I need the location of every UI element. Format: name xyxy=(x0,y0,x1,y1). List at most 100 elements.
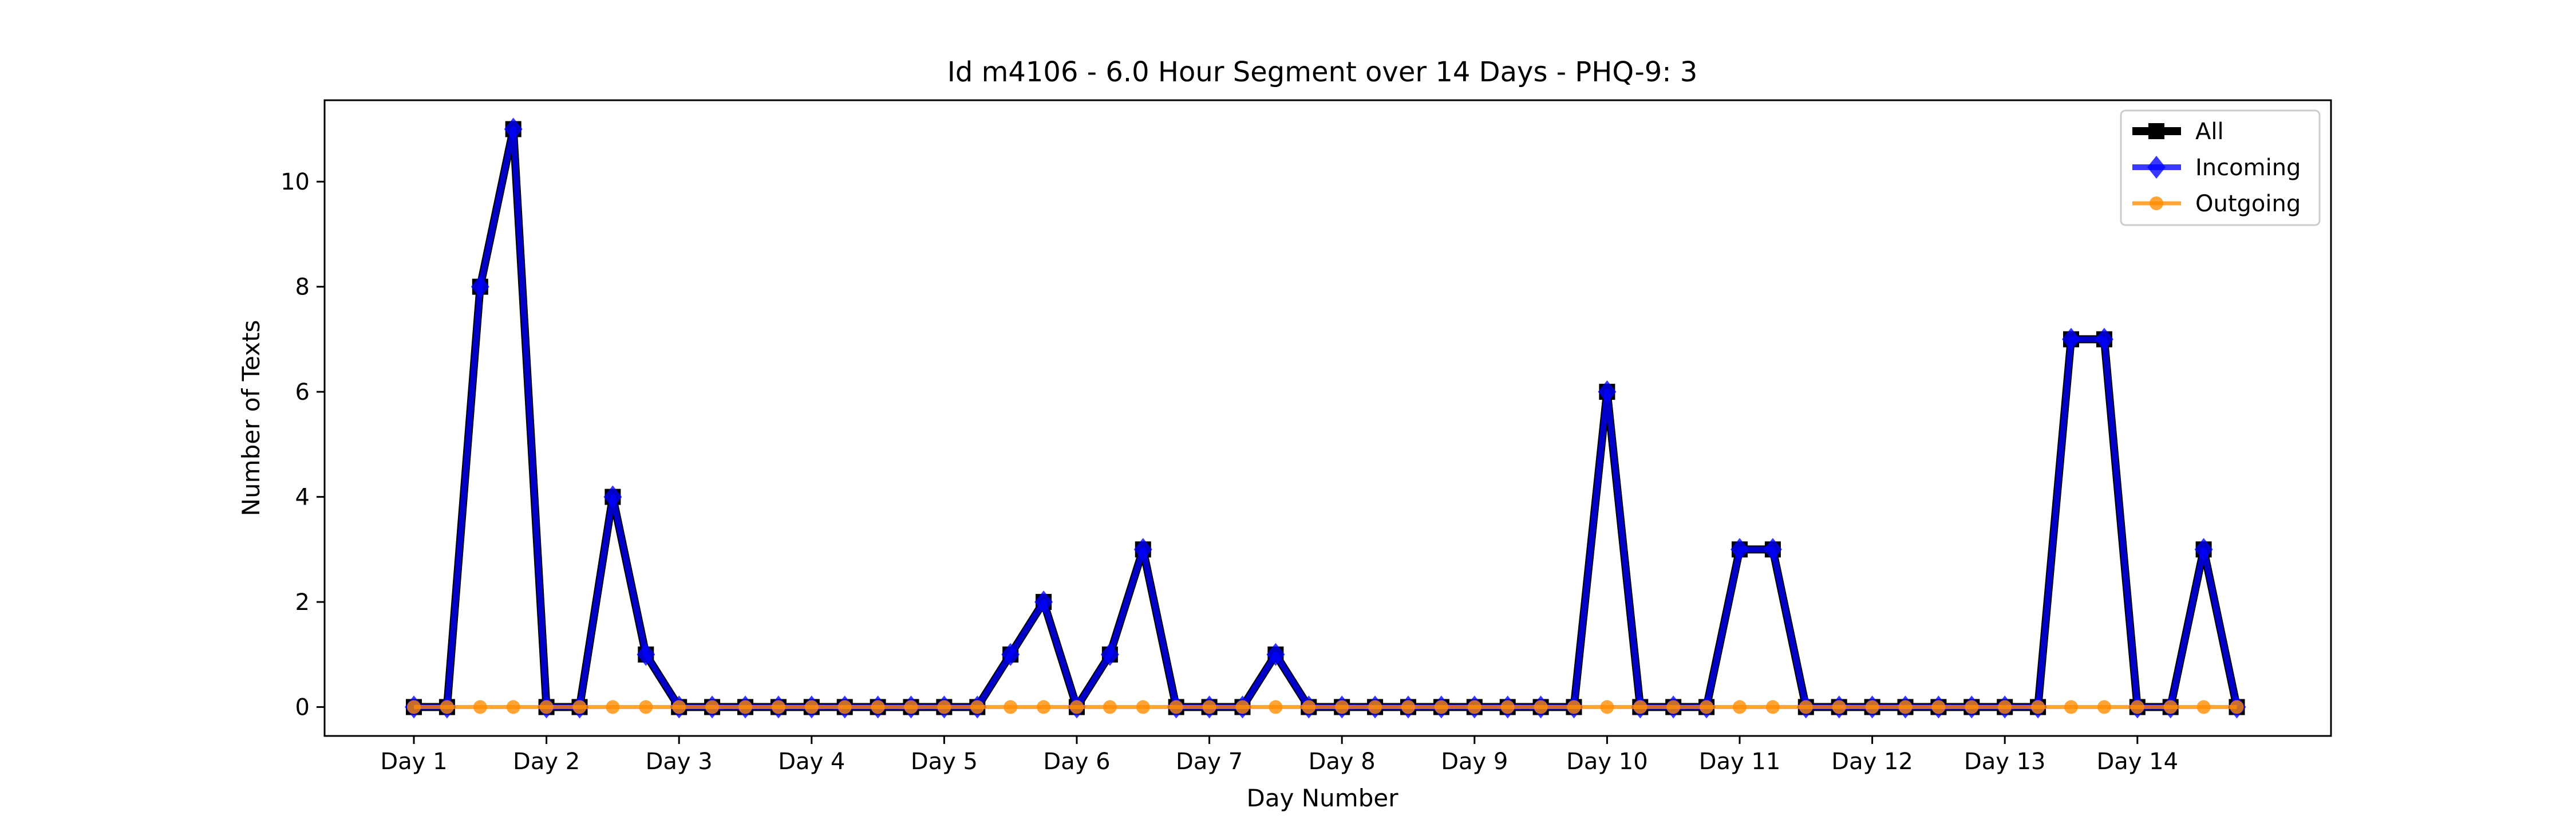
data-point-outgoing xyxy=(1534,700,1548,714)
data-point-outgoing xyxy=(2196,700,2211,714)
data-point-incoming xyxy=(1763,538,1782,561)
data-point-outgoing xyxy=(2064,700,2078,714)
data-point-outgoing xyxy=(705,700,720,714)
data-point-incoming xyxy=(1100,643,1119,666)
data-point-outgoing xyxy=(1169,700,1183,714)
data-point-incoming xyxy=(2095,328,2113,351)
data-point-outgoing xyxy=(2097,700,2111,714)
data-point-outgoing xyxy=(1799,700,1813,714)
y-tick-label: 4 xyxy=(295,485,310,511)
series-outgoing xyxy=(407,700,2244,714)
legend-frame xyxy=(2120,109,2321,226)
data-point-outgoing xyxy=(606,700,620,714)
data-point-outgoing xyxy=(1003,700,1018,714)
data-point-outgoing xyxy=(1600,700,1614,714)
data-point-incoming xyxy=(471,275,489,298)
series-layer xyxy=(405,117,2246,719)
chart-title: Id m4106 - 6.0 Hour Segment over 14 Days… xyxy=(947,56,1698,88)
data-point-outgoing xyxy=(970,700,985,714)
data-point-outgoing xyxy=(1733,700,1747,714)
legend: All Incoming Outgoing xyxy=(2120,109,2321,226)
data-point-incoming xyxy=(2062,328,2080,351)
x-axis: Day 1 Day 2 Day 3 Day 4 Day 5 Day 6 Day 7 Day 8… xyxy=(380,736,2178,775)
data-point-outgoing xyxy=(1666,700,1681,714)
data-point-outgoing xyxy=(539,700,554,714)
data-point-incoming xyxy=(2194,538,2213,561)
x-tick-label: Day 11 xyxy=(1699,749,1781,775)
data-point-outgoing xyxy=(2163,700,2178,714)
data-point-outgoing xyxy=(1700,700,1714,714)
data-point-outgoing xyxy=(1269,700,1283,714)
x-tick-label: Day 9 xyxy=(1441,749,1508,775)
data-point-outgoing xyxy=(1567,700,1581,714)
data-point-outgoing xyxy=(1765,700,1780,714)
y-tick-label: 8 xyxy=(295,274,310,301)
x-tick-label: Day 14 xyxy=(2096,749,2178,775)
x-tick-label: Day 3 xyxy=(646,749,713,775)
data-point-outgoing xyxy=(1865,700,1879,714)
data-point-outgoing xyxy=(1965,700,1979,714)
data-point-outgoing xyxy=(1898,700,1913,714)
data-point-outgoing xyxy=(2031,700,2045,714)
data-point-outgoing xyxy=(1434,700,1448,714)
data-point-outgoing xyxy=(407,700,421,714)
x-tick-label: Day 13 xyxy=(1964,749,2046,775)
data-point-outgoing xyxy=(1235,700,1250,714)
data-point-outgoing xyxy=(1136,700,1150,714)
x-tick-label: Day 7 xyxy=(1176,749,1243,775)
data-point-outgoing xyxy=(1302,700,1316,714)
data-point-outgoing xyxy=(672,700,686,714)
data-point-outgoing xyxy=(1401,700,1415,714)
legend-label: All xyxy=(2195,119,2224,145)
data-point-incoming xyxy=(1034,590,1053,614)
data-point-outgoing xyxy=(937,700,951,714)
data-point-outgoing xyxy=(1500,700,1515,714)
data-point-outgoing xyxy=(904,700,918,714)
data-point-outgoing xyxy=(1931,700,1946,714)
data-point-incoming xyxy=(1001,643,1020,666)
data-point-outgoing xyxy=(639,700,653,714)
x-tick-label: Day 4 xyxy=(778,749,845,775)
data-point-outgoing xyxy=(837,700,852,714)
x-tick-label: Day 10 xyxy=(1566,749,1648,775)
x-tick-label: Day 12 xyxy=(1831,749,1913,775)
x-axis-label: Day Number xyxy=(1246,784,1398,812)
data-point-incoming xyxy=(1133,538,1152,561)
data-point-outgoing xyxy=(771,700,785,714)
data-point-outgoing xyxy=(2130,700,2144,714)
data-point-incoming xyxy=(504,117,523,141)
x-tick-label: Day 2 xyxy=(513,749,580,775)
data-point-outgoing xyxy=(506,700,520,714)
data-point-outgoing xyxy=(871,700,885,714)
data-point-outgoing xyxy=(1368,700,1382,714)
x-tick-label: Day 6 xyxy=(1043,749,1110,775)
data-point-incoming xyxy=(637,643,655,666)
data-point-outgoing xyxy=(1467,700,1481,714)
x-tick-label: Day 5 xyxy=(911,749,978,775)
data-point-outgoing xyxy=(1103,700,1117,714)
legend-marker xyxy=(2148,123,2164,139)
y-tick-label: 6 xyxy=(295,379,310,405)
data-point-outgoing xyxy=(1633,700,1647,714)
y-axis-label: Number of Texts xyxy=(237,320,265,517)
data-point-incoming xyxy=(1598,380,1617,404)
y-tick-label: 10 xyxy=(280,169,310,195)
y-tick-label: 0 xyxy=(295,695,310,721)
data-point-outgoing xyxy=(1335,700,1349,714)
x-tick-label: Day 1 xyxy=(380,749,447,775)
data-point-outgoing xyxy=(440,700,454,714)
data-point-outgoing xyxy=(738,700,752,714)
data-point-outgoing xyxy=(1202,700,1216,714)
data-point-outgoing xyxy=(1070,700,1084,714)
legend-label: Incoming xyxy=(2195,155,2301,181)
data-point-outgoing xyxy=(1832,700,1846,714)
x-tick-label: Day 8 xyxy=(1309,749,1376,775)
legend-marker xyxy=(2147,156,2166,179)
legend-marker xyxy=(2150,196,2163,210)
y-tick-label: 2 xyxy=(295,589,310,616)
data-point-outgoing xyxy=(1037,700,1051,714)
data-point-incoming xyxy=(603,485,622,509)
data-point-incoming xyxy=(1730,538,1749,561)
